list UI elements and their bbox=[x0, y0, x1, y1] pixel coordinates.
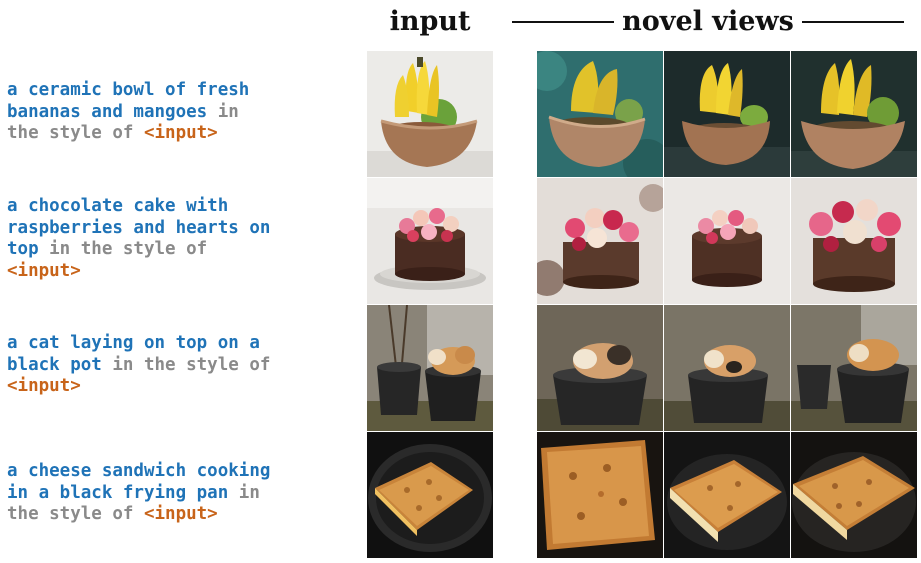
caption-style-text: in the style of bbox=[112, 354, 271, 375]
caption-style-text: in the style of bbox=[49, 239, 208, 259]
novel-view-1-chocolate-cake bbox=[537, 178, 663, 304]
input-image-chocolate-cake bbox=[367, 178, 493, 304]
novel-view-2-chocolate-cake bbox=[664, 178, 790, 304]
novel-view-3-chocolate-cake bbox=[791, 178, 917, 304]
caption-prompt: a chocolate cake with raspberries and he… bbox=[7, 196, 271, 259]
caption-input-tag: <input> bbox=[143, 504, 218, 524]
novel-view-2-cat-on-pot bbox=[664, 305, 790, 431]
caption-input-tag: <input> bbox=[7, 376, 81, 396]
caption-style-text: in the style of bbox=[7, 482, 260, 525]
caption-style-text: in the style of bbox=[7, 101, 239, 144]
novel-view-3-bananas-bowl bbox=[791, 51, 917, 177]
input-image-bananas-bowl bbox=[367, 51, 493, 177]
novel-view-1-cheese-sandwich bbox=[537, 432, 663, 558]
novel-view-3-cat-on-pot bbox=[791, 305, 917, 431]
input-image-cat-on-pot bbox=[367, 305, 493, 431]
input-image-cheese-sandwich bbox=[367, 432, 493, 558]
header-rule-right bbox=[801, 21, 905, 23]
novel-views-column-header: novel views bbox=[512, 2, 905, 42]
header-rule-left bbox=[512, 21, 615, 23]
caption-input-tag: <input> bbox=[143, 123, 218, 143]
caption-prompt: a cheese sandwich cooking in a black fry… bbox=[7, 461, 271, 503]
novel-view-2-cheese-sandwich bbox=[664, 432, 790, 558]
novel-view-3-cheese-sandwich bbox=[791, 432, 917, 558]
novel-view-2-bananas-bowl bbox=[664, 51, 790, 177]
caption-row-1: a ceramic bowl of fresh bananas and mang… bbox=[7, 80, 359, 145]
caption-row-4: a cheese sandwich cooking in a black fry… bbox=[7, 461, 359, 526]
novel-views-title: novel views bbox=[622, 6, 794, 37]
caption-input-tag: <input> bbox=[7, 260, 81, 281]
caption-row-3: a cat laying on top on a black pot in th… bbox=[7, 333, 359, 398]
caption-prompt: a ceramic bowl of fresh bananas and mang… bbox=[7, 80, 250, 122]
caption-row-2: a chocolate cake with raspberries and he… bbox=[7, 196, 359, 282]
input-column-header: input bbox=[389, 6, 471, 37]
novel-view-1-bananas-bowl bbox=[537, 51, 663, 177]
caption-prompt: a cat laying on top on a black pot bbox=[7, 333, 260, 375]
novel-view-1-cat-on-pot bbox=[537, 305, 663, 431]
